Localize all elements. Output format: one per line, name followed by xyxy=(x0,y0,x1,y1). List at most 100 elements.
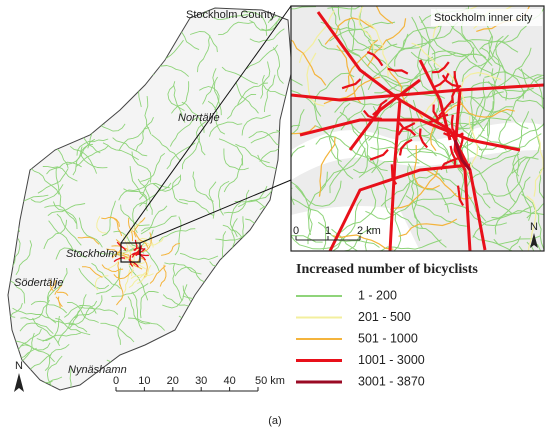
road xyxy=(516,154,532,221)
road xyxy=(456,136,516,160)
road xyxy=(417,89,440,153)
road xyxy=(128,271,147,289)
road xyxy=(197,35,211,73)
road xyxy=(218,21,254,36)
road xyxy=(366,50,384,67)
road xyxy=(314,72,355,117)
road xyxy=(30,57,45,94)
road xyxy=(89,8,119,34)
road xyxy=(295,180,342,207)
road xyxy=(130,273,154,280)
road xyxy=(106,248,130,256)
road xyxy=(8,8,13,39)
road xyxy=(260,61,271,99)
road xyxy=(138,182,170,200)
road xyxy=(291,108,305,135)
road xyxy=(299,118,521,152)
scale-label: 30 xyxy=(195,375,207,387)
road xyxy=(431,50,495,76)
road xyxy=(8,360,11,390)
road xyxy=(181,101,205,133)
road xyxy=(162,366,199,373)
road xyxy=(76,138,109,156)
road xyxy=(413,145,440,190)
road xyxy=(159,264,167,287)
road xyxy=(30,184,64,203)
road xyxy=(174,266,205,283)
road xyxy=(261,319,284,344)
road xyxy=(262,74,290,98)
road xyxy=(291,39,327,86)
road xyxy=(331,198,362,251)
road xyxy=(247,235,287,243)
road xyxy=(87,8,108,20)
road xyxy=(57,103,70,142)
road xyxy=(331,228,359,251)
road xyxy=(131,291,143,330)
road xyxy=(526,195,537,251)
road xyxy=(55,317,91,336)
road xyxy=(181,331,209,359)
road xyxy=(55,167,62,207)
road xyxy=(329,21,396,42)
road xyxy=(42,166,78,182)
road xyxy=(183,321,190,360)
road xyxy=(12,307,51,319)
county-label: Stockholm County xyxy=(186,9,276,21)
road xyxy=(8,97,29,121)
road xyxy=(158,228,196,242)
road xyxy=(96,215,107,234)
road xyxy=(246,44,278,70)
road xyxy=(135,237,154,248)
road xyxy=(418,59,452,141)
road xyxy=(394,100,414,164)
road xyxy=(241,114,271,136)
road xyxy=(123,234,133,257)
road xyxy=(15,340,51,351)
road xyxy=(123,269,131,293)
scale-label: 50 km xyxy=(255,375,285,387)
road xyxy=(8,97,22,107)
road xyxy=(8,93,19,130)
road xyxy=(149,265,166,284)
scale-label: 40 xyxy=(223,375,235,387)
inset-north-arrow: N xyxy=(530,221,538,248)
road xyxy=(48,220,74,252)
road xyxy=(453,139,472,171)
road xyxy=(243,314,254,350)
road xyxy=(100,322,135,343)
road xyxy=(95,275,109,291)
road xyxy=(418,128,429,149)
road xyxy=(55,247,87,260)
place-label: Nynäshamn xyxy=(68,364,127,376)
road xyxy=(324,17,375,45)
road xyxy=(387,67,409,75)
road xyxy=(113,257,126,263)
road xyxy=(458,100,515,118)
road xyxy=(69,145,98,174)
road xyxy=(543,239,544,241)
road xyxy=(432,104,439,125)
road xyxy=(292,198,327,251)
road xyxy=(398,138,413,156)
road xyxy=(65,138,96,166)
road xyxy=(469,161,513,215)
road xyxy=(398,21,459,52)
road xyxy=(57,310,81,344)
road xyxy=(441,74,460,88)
road xyxy=(518,245,524,251)
road xyxy=(30,167,60,195)
legend-label: 1 - 200 xyxy=(358,288,397,302)
scale-label: 2 km xyxy=(357,225,381,237)
road xyxy=(327,6,362,10)
road xyxy=(464,115,479,176)
road xyxy=(136,251,147,261)
road xyxy=(36,316,60,342)
road xyxy=(137,178,153,215)
road xyxy=(173,85,186,123)
road xyxy=(226,298,252,329)
road xyxy=(178,315,207,345)
road xyxy=(113,269,134,280)
road xyxy=(115,8,152,23)
road xyxy=(392,192,457,217)
